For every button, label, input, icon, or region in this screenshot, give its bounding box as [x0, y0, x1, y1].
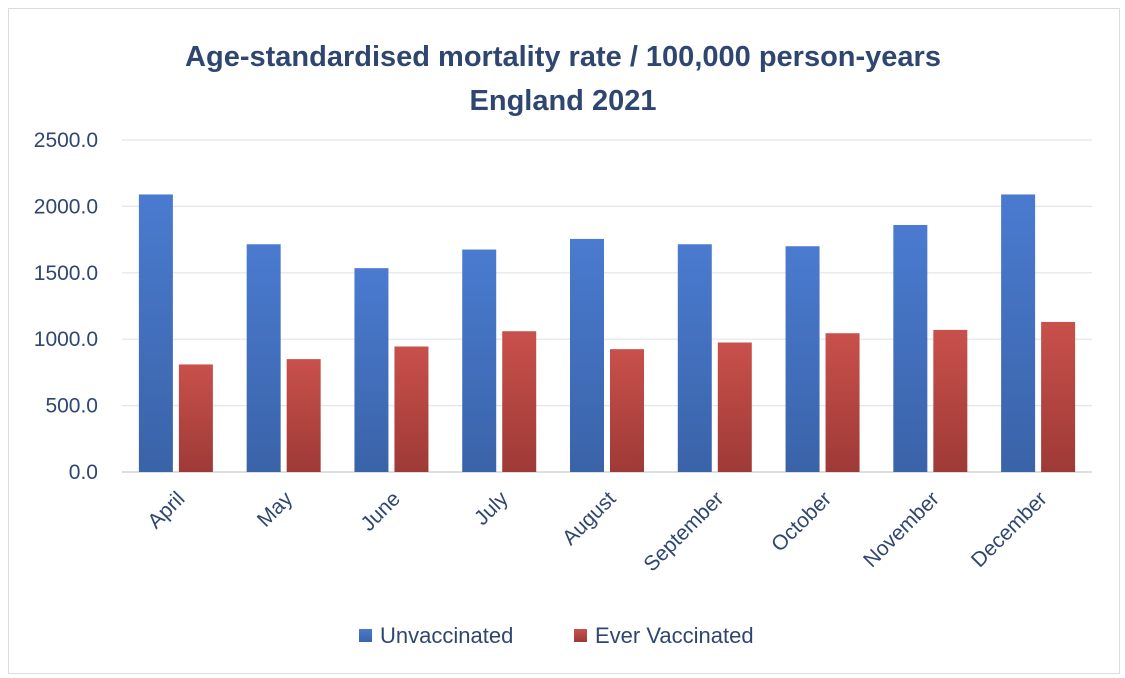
- x-tick-label: July: [470, 487, 513, 530]
- bar-ever-vaccinated: [286, 359, 321, 472]
- legend: Unvaccinated Ever Vaccinated: [359, 623, 754, 648]
- y-tick-label: 2000.0: [34, 195, 98, 218]
- y-tick-label: 0.0: [69, 461, 98, 484]
- y-tick-label: 2500.0: [34, 129, 98, 152]
- bar-unvaccinated: [785, 246, 820, 472]
- legend-label: Ever Vaccinated: [595, 623, 754, 648]
- bar-ever-vaccinated: [825, 333, 860, 472]
- bar-ever-vaccinated: [717, 342, 752, 472]
- legend-swatch: [359, 629, 372, 642]
- bar-ever-vaccinated: [178, 364, 213, 472]
- chart-subtitle: England 2021: [470, 85, 657, 117]
- bar-unvaccinated: [246, 244, 281, 472]
- bar-unvaccinated: [1001, 194, 1036, 472]
- gridlines: [122, 139, 1092, 473]
- bar-ever-vaccinated: [502, 331, 537, 472]
- bar-unvaccinated: [462, 249, 497, 472]
- x-tick-label: December: [967, 487, 1052, 572]
- x-tick-label: August: [558, 487, 621, 550]
- x-tick-label: November: [859, 487, 944, 572]
- chart-title: Age-standardised mortality rate / 100,00…: [185, 41, 941, 73]
- bar-unvaccinated: [354, 268, 389, 472]
- bar-ever-vaccinated: [1041, 321, 1076, 472]
- x-tick-label: April: [143, 487, 189, 533]
- legend-swatch: [574, 629, 587, 642]
- x-axis: April May June July August September October No…: [143, 487, 1051, 576]
- legend-label: Unvaccinated: [380, 623, 513, 648]
- y-tick-label: 1500.0: [34, 262, 98, 285]
- bar-unvaccinated: [893, 224, 928, 472]
- y-axis: 0.0 500.0 1000.0 1500.0 2000.0 2500.0: [34, 129, 98, 484]
- bar-ever-vaccinated: [394, 346, 429, 472]
- bar-unvaccinated: [677, 244, 712, 472]
- y-tick-label: 500.0: [45, 395, 98, 418]
- bar-ever-vaccinated: [933, 329, 968, 472]
- bars: [138, 194, 1076, 472]
- bar-unvaccinated: [570, 238, 604, 472]
- x-tick-label: May: [253, 487, 298, 532]
- x-tick-label: October: [767, 487, 836, 556]
- y-tick-label: 1000.0: [34, 328, 98, 351]
- bar-ever-vaccinated: [610, 349, 644, 472]
- bar-unvaccinated: [138, 194, 173, 472]
- x-tick-label: September: [639, 487, 728, 576]
- x-tick-label: June: [357, 487, 405, 535]
